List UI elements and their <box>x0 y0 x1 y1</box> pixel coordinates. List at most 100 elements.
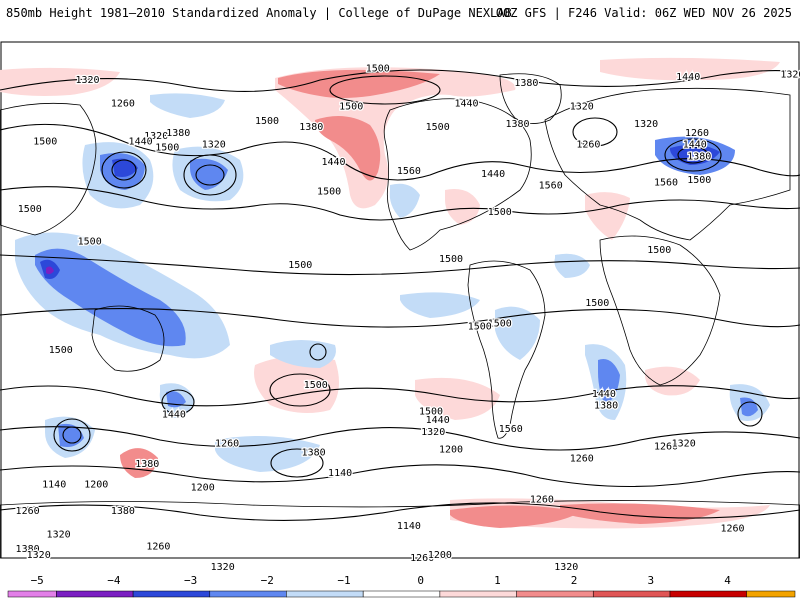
continent-outline-south-america <box>467 260 546 439</box>
colorbar-segment <box>746 590 796 598</box>
contour-label: 1440 <box>162 409 186 420</box>
contour-closed-low <box>270 448 324 478</box>
colorbar-segment <box>593 590 671 598</box>
contour-label: 1260 <box>654 442 678 453</box>
contour-line <box>0 69 800 92</box>
contour-label: 1140 <box>42 480 66 491</box>
contour-label: 1500 <box>33 137 57 148</box>
contour-label: 1440 <box>454 99 478 110</box>
contour-label: 1440 <box>481 169 505 180</box>
anomaly-negative-region-equatorial-atlantic <box>400 292 480 318</box>
anomaly-negative-region-antarctic-coast <box>215 436 320 472</box>
contour-label: 1500 <box>304 380 328 391</box>
contour-label: 1320 <box>202 140 226 151</box>
contour-label: 1440 <box>683 140 707 151</box>
header-bar: 850mb Height 1981–2010 Standardized Anom… <box>0 0 800 26</box>
continent-outline-greenland <box>499 73 562 124</box>
contour-label: 1260 <box>685 128 709 139</box>
contour-label: 1500 <box>49 345 73 356</box>
anomaly-positive-region-arctic <box>600 57 780 81</box>
anomaly-positive-region <box>275 67 516 209</box>
contour-closed-low <box>737 401 763 427</box>
contour-closed-low <box>572 117 618 147</box>
contour-label: 1320 <box>75 75 99 86</box>
continent-outline-africa <box>599 235 721 386</box>
contour-label: 1560 <box>539 181 563 192</box>
contour-closed-low <box>183 154 237 196</box>
contour-label: 1380 <box>16 544 40 555</box>
contour-label: 1380 <box>299 122 323 133</box>
colorbar-tick-label: 1 <box>494 574 501 587</box>
contour-closed-low <box>309 343 327 361</box>
anomaly-positive-region-atlantic <box>585 192 630 240</box>
contour-label: 1440 <box>592 389 616 400</box>
contour-label: 1380 <box>594 401 618 412</box>
contour-label: 1320 <box>672 439 696 450</box>
colorbar-segment <box>209 590 287 598</box>
contour-label: 1260 <box>146 541 170 552</box>
colorbar-graphic <box>7 590 796 598</box>
colorbar-segment <box>362 590 441 598</box>
contour-label: 1260 <box>215 439 239 450</box>
anomaly-negative-moderate-west-pacific <box>35 248 186 347</box>
colorbar-tick-label: 4 <box>724 574 731 587</box>
contour-label: 1380 <box>514 78 538 89</box>
contour-label: 1500 <box>339 102 363 113</box>
contour-label: 1320 <box>211 562 235 573</box>
contour-label: 1260 <box>16 506 40 517</box>
contour-label: 1260 <box>410 553 434 564</box>
contour-label: 1320 <box>780 69 800 80</box>
contour-line <box>0 254 800 276</box>
contour-label: 1440 <box>129 137 153 148</box>
contour-closed-low <box>53 418 91 452</box>
contour-label: 1500 <box>647 245 671 256</box>
contour-label: 1380 <box>302 448 326 459</box>
colorbar-segment <box>439 590 517 598</box>
colorbar-tick-label: −3 <box>183 574 198 587</box>
contour-label: 1320 <box>554 562 578 573</box>
contour-label: 1320 <box>47 530 71 541</box>
contour-label: 1500 <box>317 187 341 198</box>
contour-label: 1380 <box>111 506 135 517</box>
contour-closed-low <box>101 151 147 189</box>
contour-label: 1560 <box>397 166 421 177</box>
contour-closed-low <box>664 138 722 172</box>
contour-label: 1200 <box>84 480 108 491</box>
contour-label: 1320 <box>144 131 168 142</box>
anomaly-positive-region-indian <box>645 366 700 396</box>
contour-label: 1260 <box>576 140 600 151</box>
contour-label: 1440 <box>426 415 450 426</box>
contour-line <box>0 385 800 407</box>
contour-label: 1320 <box>27 550 51 561</box>
contour-line <box>0 308 800 328</box>
colorbar-tick-label: −1 <box>337 574 351 587</box>
colorbar-segment <box>669 590 747 598</box>
colorbar-segment <box>286 590 364 598</box>
contour-label: 1320 <box>570 102 594 113</box>
anomaly-negative-region-north-america <box>389 183 420 218</box>
map-title: 850mb Height 1981–2010 Standardized Anom… <box>6 6 512 20</box>
colorbar-segment <box>132 590 211 598</box>
anomaly-negative-strong-east-asia <box>112 158 138 177</box>
contour-label: 1440 <box>676 72 700 83</box>
anomaly-negative-region-south-america <box>495 306 540 360</box>
anomaly-positive-region-south-atlantic <box>415 377 500 420</box>
contour-label: 1260 <box>720 524 744 535</box>
contour-label: 1200 <box>191 483 215 494</box>
anomaly-positive-region-antarctic-east <box>560 503 720 524</box>
contour-label: 1260 <box>530 494 554 505</box>
contour-label: 1380 <box>687 151 711 162</box>
contour-label: 1380 <box>505 119 529 130</box>
contour-label: 1380 <box>135 459 159 470</box>
contour-label: 1320 <box>634 119 658 130</box>
contour-label: 1500 <box>585 298 609 309</box>
contour-line <box>0 426 800 451</box>
anomaly-shading <box>0 57 780 529</box>
anomaly-negative-moderate-tasman <box>166 391 186 408</box>
contour-label: 1140 <box>397 521 421 532</box>
contour-label: 1200 <box>439 445 463 456</box>
colorbar-tick-label: 3 <box>647 574 655 587</box>
anomaly-negative-region-arctic-north <box>150 93 225 118</box>
contour-label: 1500 <box>155 143 179 154</box>
